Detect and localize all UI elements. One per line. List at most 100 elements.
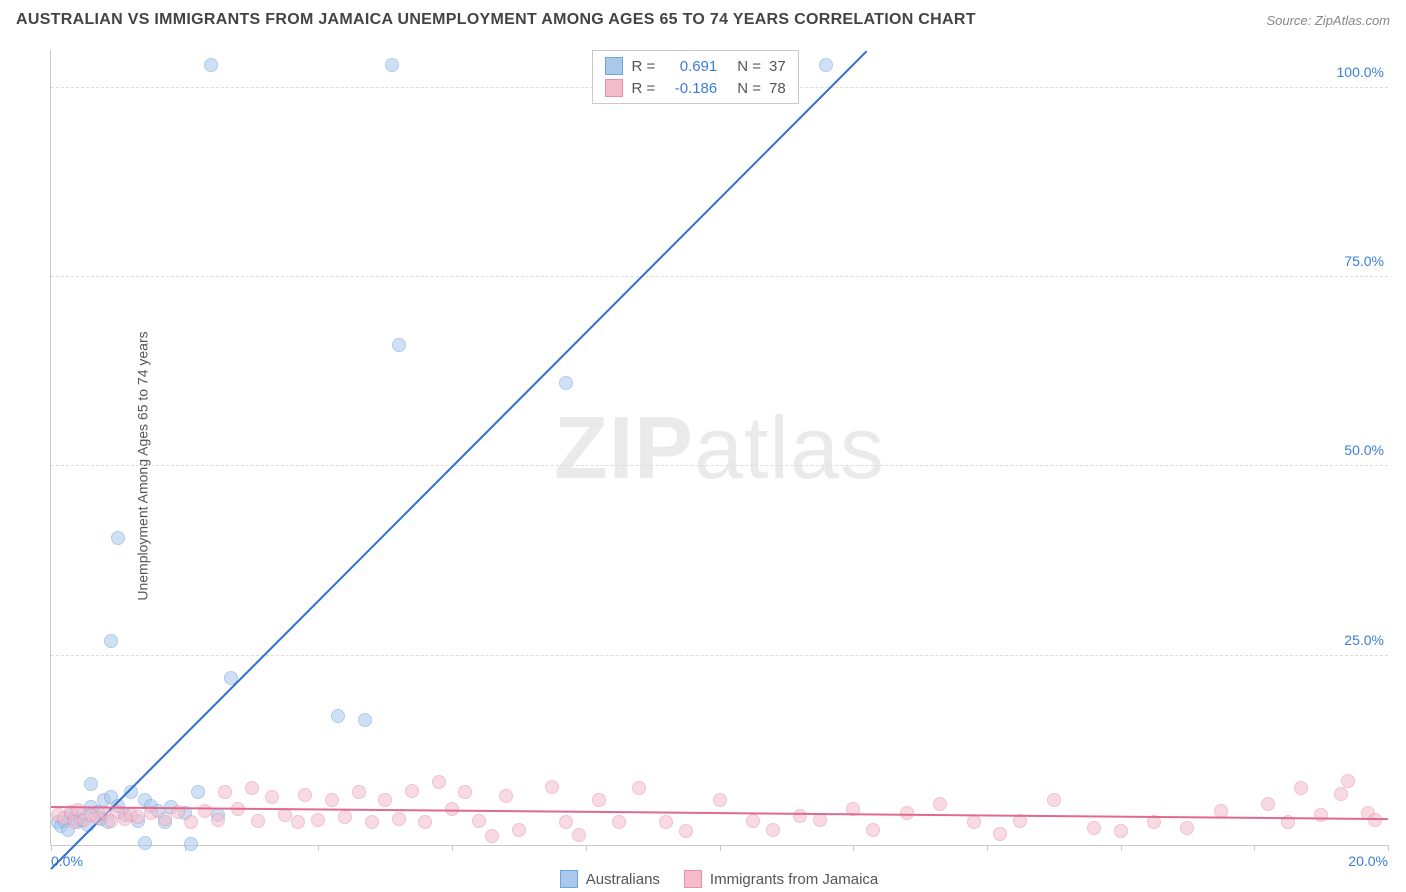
data-point (713, 793, 727, 807)
data-point (111, 531, 125, 545)
data-point (1047, 793, 1061, 807)
n-label: N = (737, 58, 761, 75)
data-point (104, 634, 118, 648)
data-point (378, 793, 392, 807)
data-point (1314, 808, 1328, 822)
correlation-legend-row: R = 0.691 N = 37 (593, 55, 797, 77)
data-point (204, 58, 218, 72)
trend-line (50, 50, 867, 869)
data-point (1334, 787, 1348, 801)
y-tick-label: 75.0% (1344, 253, 1390, 269)
x-tick (720, 845, 721, 851)
correlation-legend: R = 0.691 N = 37 R = -0.186 N = 78 (592, 50, 798, 104)
y-tick-label: 100.0% (1337, 64, 1390, 80)
data-point (245, 781, 259, 795)
data-point (933, 797, 947, 811)
n-value: 37 (769, 58, 786, 75)
data-point (612, 815, 626, 829)
r-label: R = (631, 80, 655, 97)
gridline (51, 276, 1388, 277)
x-tick-label: 20.0% (1348, 853, 1388, 869)
data-point (559, 815, 573, 829)
legend-label: Immigrants from Jamaica (710, 871, 878, 888)
data-point (512, 823, 526, 837)
data-point (331, 709, 345, 723)
data-point (325, 793, 339, 807)
x-tick (51, 845, 52, 851)
data-point (659, 815, 673, 829)
series-legend: Australians Immigrants from Jamaica (50, 870, 1388, 888)
data-point (746, 814, 760, 828)
x-tick (318, 845, 319, 851)
data-point (1294, 781, 1308, 795)
y-tick-label: 50.0% (1344, 442, 1390, 458)
data-point (545, 780, 559, 794)
r-value: 0.691 (663, 58, 717, 75)
legend-swatch (684, 870, 702, 888)
data-point (251, 814, 265, 828)
data-point (84, 777, 98, 791)
legend-swatch (605, 57, 623, 75)
data-point (265, 790, 279, 804)
x-tick (452, 845, 453, 851)
data-point (138, 836, 152, 850)
legend-swatch (560, 870, 578, 888)
x-tick (1254, 845, 1255, 851)
data-point (632, 781, 646, 795)
data-point (819, 58, 833, 72)
legend-label: Australians (586, 871, 660, 888)
data-point (211, 813, 225, 827)
x-tick (586, 845, 587, 851)
data-point (559, 376, 573, 390)
data-point (365, 815, 379, 829)
data-point (592, 793, 606, 807)
chart-header: AUSTRALIAN VS IMMIGRANTS FROM JAMAICA UN… (0, 0, 1406, 40)
legend-swatch (605, 79, 623, 97)
x-tick (1121, 845, 1122, 851)
data-point (405, 784, 419, 798)
data-point (472, 814, 486, 828)
data-point (499, 789, 513, 803)
data-point (993, 827, 1007, 841)
data-point (1341, 774, 1355, 788)
data-point (184, 815, 198, 829)
watermark: ZIPatlas (554, 397, 885, 499)
x-tick (853, 845, 854, 851)
chart-title: AUSTRALIAN VS IMMIGRANTS FROM JAMAICA UN… (16, 11, 976, 29)
data-point (813, 813, 827, 827)
data-point (352, 785, 366, 799)
data-point (298, 788, 312, 802)
correlation-legend-row: R = -0.186 N = 78 (593, 77, 797, 99)
watermark-rest: atlas (694, 398, 885, 497)
n-value: 78 (769, 80, 786, 97)
data-point (866, 823, 880, 837)
data-point (485, 829, 499, 843)
data-point (458, 785, 472, 799)
data-point (1261, 797, 1275, 811)
data-point (392, 812, 406, 826)
data-point (184, 837, 198, 851)
data-point (1180, 821, 1194, 835)
data-point (191, 785, 205, 799)
data-point (1114, 824, 1128, 838)
data-point (385, 58, 399, 72)
y-tick-label: 25.0% (1344, 632, 1390, 648)
data-point (572, 828, 586, 842)
r-label: R = (631, 58, 655, 75)
gridline (51, 465, 1388, 466)
x-tick (1388, 845, 1389, 851)
data-point (338, 810, 352, 824)
watermark-bold: ZIP (554, 398, 694, 497)
data-point (131, 810, 145, 824)
data-point (158, 812, 172, 826)
chart-container: Unemployment Among Ages 65 to 74 years Z… (0, 40, 1406, 892)
data-point (392, 338, 406, 352)
gridline (51, 655, 1388, 656)
plot-area: ZIPatlas 25.0%50.0%75.0%100.0%0.0%20.0%R… (50, 50, 1388, 846)
n-label: N = (737, 80, 761, 97)
r-value: -0.186 (663, 80, 717, 97)
legend-item: Australians (560, 870, 660, 888)
data-point (218, 785, 232, 799)
data-point (418, 815, 432, 829)
data-point (358, 713, 372, 727)
